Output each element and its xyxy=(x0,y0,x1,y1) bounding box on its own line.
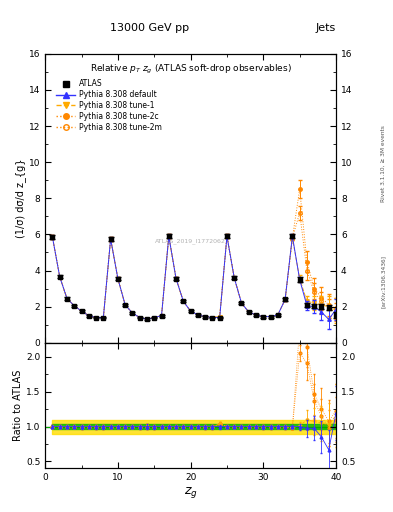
Y-axis label: (1/σ) dσ/d z_{g}: (1/σ) dσ/d z_{g} xyxy=(15,159,26,238)
Text: Rivet 3.1.10, ≥ 3M events: Rivet 3.1.10, ≥ 3M events xyxy=(381,125,386,202)
Text: Relative $p_T$ $z_g$ (ATLAS soft-drop observables): Relative $p_T$ $z_g$ (ATLAS soft-drop ob… xyxy=(90,62,292,76)
Text: [arXiv:1306.3436]: [arXiv:1306.3436] xyxy=(381,255,386,308)
Text: ATLAS_2019_I1772062: ATLAS_2019_I1772062 xyxy=(155,239,226,245)
Text: Jets: Jets xyxy=(316,23,336,33)
Y-axis label: Ratio to ATLAS: Ratio to ATLAS xyxy=(13,370,23,441)
Text: 13000 GeV pp: 13000 GeV pp xyxy=(110,23,189,33)
X-axis label: $z_g$: $z_g$ xyxy=(184,485,198,500)
Legend: ATLAS, Pythia 8.308 default, Pythia 8.308 tune-1, Pythia 8.308 tune-2c, Pythia 8: ATLAS, Pythia 8.308 default, Pythia 8.30… xyxy=(55,78,163,134)
